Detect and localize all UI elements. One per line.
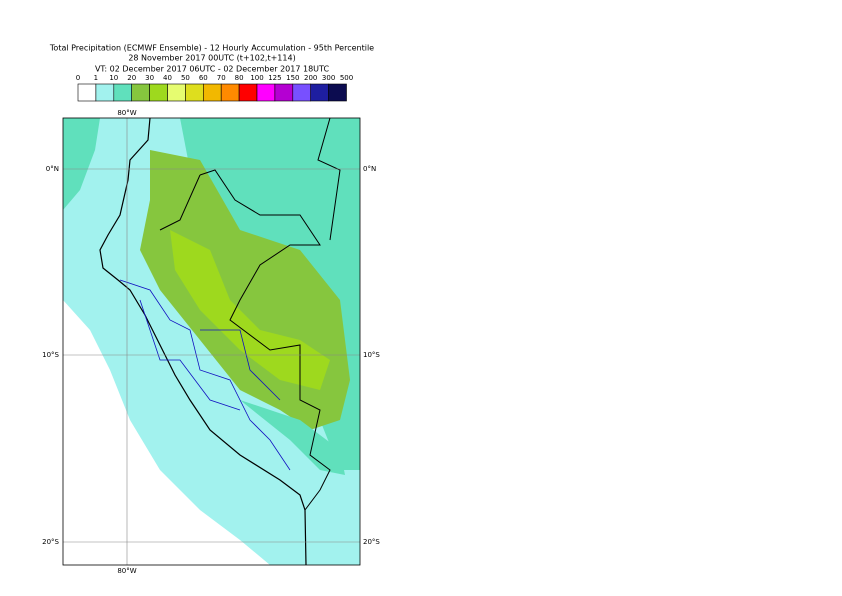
valid-time: VT: 02 December 2017 06UTC - 02 December… bbox=[95, 65, 329, 74]
legend-label: 125 bbox=[268, 74, 281, 82]
legend-swatch bbox=[220, 83, 240, 102]
legend-label: 300 bbox=[322, 74, 335, 82]
legend-label: 200 bbox=[304, 74, 317, 82]
legend-label: 150 bbox=[286, 74, 299, 82]
lat-label: 10°S bbox=[363, 351, 380, 359]
region-border bbox=[119, 279, 291, 471]
legend-swatch bbox=[203, 83, 222, 102]
legend-label: 10 bbox=[109, 74, 118, 82]
legend-swatch bbox=[167, 83, 186, 102]
legend-swatch bbox=[77, 83, 97, 102]
legend-label: 20 bbox=[127, 74, 136, 82]
legend-swatch bbox=[95, 83, 115, 102]
legend-swatch bbox=[238, 83, 258, 102]
legend-label: 60 bbox=[199, 74, 208, 82]
legend-swatch bbox=[131, 83, 150, 102]
rain-area bbox=[240, 400, 345, 475]
rain-area bbox=[63, 118, 100, 210]
legend-swatch bbox=[310, 83, 329, 102]
lat-label: 0°N bbox=[363, 165, 376, 173]
legend-label: 40 bbox=[163, 74, 172, 82]
map bbox=[63, 118, 360, 565]
run-info: 28 November 2017 00UTC (t+102,t+114) bbox=[128, 54, 295, 63]
legend-swatch bbox=[274, 83, 294, 102]
legend-label: 500 bbox=[340, 74, 353, 82]
legend-swatch bbox=[113, 83, 133, 102]
legend-swatch bbox=[149, 83, 168, 102]
legend-label: 30 bbox=[145, 74, 154, 82]
lat-label: 10°S bbox=[42, 351, 59, 359]
coastline bbox=[99, 118, 307, 565]
legend-swatch bbox=[256, 83, 276, 102]
legend-label: 50 bbox=[181, 74, 190, 82]
lat-label: 0°N bbox=[46, 165, 59, 173]
dry-area bbox=[63, 300, 270, 565]
lon-label: 80°W bbox=[117, 109, 136, 117]
legend-label: 70 bbox=[217, 74, 226, 82]
rain-area bbox=[170, 230, 330, 390]
legend-swatch bbox=[328, 83, 347, 102]
lat-label: 20°S bbox=[363, 538, 380, 546]
country-border bbox=[159, 118, 341, 511]
lon-label: 80°W bbox=[117, 567, 136, 575]
map-frame bbox=[62, 117, 361, 566]
legend-swatch bbox=[292, 83, 311, 102]
title: Total Precipitation (ECMWF Ensemble) - 1… bbox=[49, 44, 374, 53]
legend: 0 1 10 20 30 40 50 60 70 80 100 125 150 200 300 500 bbox=[76, 74, 353, 102]
lat-label: 20°S bbox=[42, 538, 59, 546]
legend-label: 80 bbox=[235, 74, 244, 82]
legend-label: 100 bbox=[250, 74, 263, 82]
legend-label: 0 bbox=[76, 74, 80, 82]
legend-label: 1 bbox=[94, 74, 98, 82]
legend-swatch bbox=[185, 83, 204, 102]
